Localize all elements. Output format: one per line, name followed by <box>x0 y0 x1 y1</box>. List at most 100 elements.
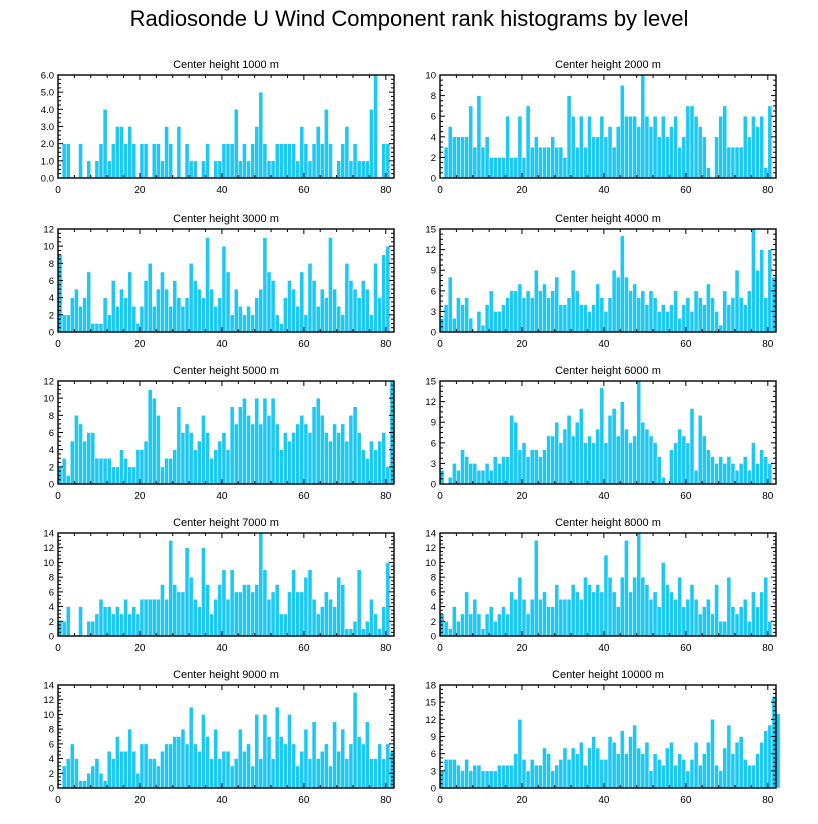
histogram-bar <box>229 143 235 179</box>
y-tick-label: 12 <box>43 225 54 236</box>
y-tick-label: 2.0 <box>41 139 54 150</box>
x-tick-label: 60 <box>298 185 310 196</box>
histogram-bar <box>574 290 580 333</box>
histogram-bar <box>328 765 333 789</box>
histogram-bar <box>324 109 329 179</box>
histogram-bar <box>352 406 358 485</box>
histogram-bar <box>246 743 251 789</box>
histogram-bar <box>628 115 633 179</box>
histogram-panel-8: Center height 8000 m 0 20 40 60 80 0 2 4 6 8 10 12 14 <box>425 517 777 654</box>
histogram-bar <box>172 280 178 333</box>
histogram-bar <box>176 406 182 485</box>
y-tick-label: 14 <box>425 529 436 540</box>
histogram-bar <box>525 770 531 789</box>
y-tick-label: 18 <box>425 681 436 692</box>
histogram-bar <box>747 470 752 485</box>
histogram-bar <box>509 591 515 637</box>
histogram-bar <box>356 297 362 333</box>
histogram-bar <box>661 304 666 333</box>
histogram-bar <box>550 770 555 789</box>
histogram-bar <box>730 606 736 637</box>
histogram-bar <box>291 143 296 179</box>
histogram-bar <box>652 297 658 333</box>
histogram-bar <box>147 758 153 789</box>
histogram-bar <box>205 432 210 485</box>
histogram-bar <box>624 276 629 333</box>
y-tick-label: 8 <box>49 725 54 736</box>
histogram-bar <box>759 449 764 485</box>
histogram-bar <box>151 598 157 637</box>
histogram-bar <box>697 764 703 789</box>
histogram-bar <box>538 146 543 179</box>
histogram-bar <box>656 456 662 485</box>
histogram-bar <box>139 306 145 333</box>
histogram-bar <box>747 764 752 789</box>
histogram-bar <box>311 280 317 333</box>
histogram-bar <box>299 591 305 637</box>
histogram-bar <box>344 628 350 637</box>
histogram-bar <box>689 408 695 485</box>
panel-title: Center height 1000 m <box>173 59 279 71</box>
histogram-bar <box>168 306 173 333</box>
histogram-bar <box>570 747 576 789</box>
histogram-bar <box>730 463 736 485</box>
histogram-bar <box>115 606 120 637</box>
y-tick-label: 6 <box>431 112 436 123</box>
histogram-bar <box>123 297 128 333</box>
histogram-bar <box>558 442 564 485</box>
histogram-bar <box>718 456 723 485</box>
histogram-bar <box>550 136 555 179</box>
histogram-bar <box>570 584 576 637</box>
histogram-bar <box>501 456 506 485</box>
histogram-bar <box>603 311 609 333</box>
histogram-bar <box>373 613 378 637</box>
histogram-bar <box>311 406 317 485</box>
histogram-bar <box>111 280 116 333</box>
histogram-bar <box>525 613 531 637</box>
histogram-bar <box>246 415 251 485</box>
histogram-bar <box>254 584 260 637</box>
histogram-bar <box>763 730 769 789</box>
histogram-bar <box>603 136 609 179</box>
histogram-bar <box>356 569 362 637</box>
x-tick-label: 0 <box>437 491 443 502</box>
histogram-bar <box>730 297 736 333</box>
histogram-bar <box>78 143 83 179</box>
histogram-bar <box>184 743 190 789</box>
histogram-bar <box>111 143 116 179</box>
y-tick-label: 9 <box>431 732 436 743</box>
main-title: Radiosonde U Wind Component rank histogr… <box>129 6 689 31</box>
histogram-bar <box>266 160 272 179</box>
histogram-bar <box>156 765 161 789</box>
histogram-bar <box>119 449 124 485</box>
histogram-bar <box>74 415 79 485</box>
histogram-bar <box>574 591 580 637</box>
y-tick-label: 9 <box>431 266 436 277</box>
histogram-bar <box>480 628 486 637</box>
histogram-bar <box>460 136 465 179</box>
histogram-bar <box>119 288 124 333</box>
histogram-bar <box>192 160 198 179</box>
histogram-bar <box>385 466 391 485</box>
histogram-bar <box>365 160 370 179</box>
histogram-bar <box>554 584 560 637</box>
y-tick-label: 12 <box>425 715 436 726</box>
histogram-bar <box>501 606 506 637</box>
histogram-bar <box>529 598 535 637</box>
histogram-bar <box>369 440 374 485</box>
y-tick-label: 10 <box>43 394 54 405</box>
y-tick-label: 15 <box>425 377 436 388</box>
histogram-bar <box>615 753 621 789</box>
histogram-bar <box>558 304 564 333</box>
histogram-bar <box>628 290 633 333</box>
histogram-bar <box>156 143 161 179</box>
histogram-bar <box>238 160 243 179</box>
histogram-bar <box>98 598 104 637</box>
histogram-bar <box>229 406 235 485</box>
histogram-bar <box>213 449 219 485</box>
x-tick-label: 60 <box>298 339 310 350</box>
x-tick-label: 20 <box>134 795 146 806</box>
histogram-bar <box>98 458 104 485</box>
histogram-bar <box>665 311 670 333</box>
x-tick-label: 40 <box>216 795 228 806</box>
